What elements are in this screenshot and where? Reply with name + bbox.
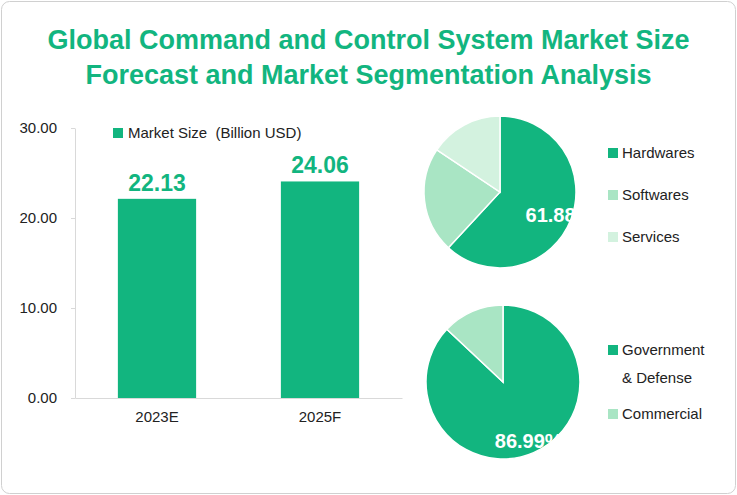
x-axis: 2023E 2025F bbox=[76, 399, 403, 425]
legend-swatch bbox=[113, 128, 123, 138]
legend-label: Softwares bbox=[622, 186, 689, 203]
legend-swatch bbox=[608, 148, 618, 158]
x-tick: 2025F bbox=[299, 408, 342, 425]
chart-title: Global Command and Control System Market… bbox=[47, 25, 689, 90]
x-tick: 2023E bbox=[135, 408, 178, 425]
y-axis: 0.00 10.00 20.00 30.00 bbox=[19, 119, 75, 406]
y-tick: 0.00 bbox=[28, 389, 75, 406]
pie-slice bbox=[447, 305, 503, 382]
pie-legend-2: Government & Defense Commercial bbox=[608, 341, 705, 422]
legend-line: Services bbox=[622, 228, 680, 245]
slice-label: 61.88% bbox=[526, 204, 594, 226]
y-axis-line bbox=[75, 129, 76, 399]
legend-swatch bbox=[608, 345, 618, 355]
legend-label: Services bbox=[622, 228, 680, 245]
y-tick: 20.00 bbox=[19, 209, 75, 226]
pie-2: 86.99% bbox=[426, 305, 580, 459]
y-tick-mark bbox=[71, 218, 75, 219]
x-axis-line bbox=[76, 398, 403, 399]
bar bbox=[118, 199, 196, 398]
title-line: Forecast and Market Segmentation Analysi… bbox=[85, 60, 651, 90]
y-tick-mark bbox=[71, 308, 75, 309]
y-tick-label: 30.00 bbox=[19, 119, 57, 136]
y-tick: 30.00 bbox=[19, 119, 75, 136]
y-tick-label: 0.00 bbox=[28, 389, 57, 406]
bars bbox=[118, 181, 359, 398]
y-tick-mark bbox=[71, 398, 75, 399]
legend-swatch bbox=[608, 190, 618, 200]
legend-label: Hardwares bbox=[622, 144, 695, 161]
title-line: Global Command and Control System Market… bbox=[47, 25, 689, 55]
legend-label: Market Size (Billion USD) bbox=[128, 124, 301, 141]
legend-swatch bbox=[608, 409, 618, 419]
legend-line: Hardwares bbox=[622, 144, 695, 161]
bar bbox=[281, 181, 359, 398]
y-tick: 10.00 bbox=[19, 299, 75, 316]
y-tick-label: 10.00 bbox=[19, 299, 57, 316]
data-label: 22.13 bbox=[128, 170, 186, 196]
legend: Market Size (Billion USD) bbox=[113, 124, 301, 141]
pie-legend-1: Hardwares Softwares Services bbox=[608, 144, 695, 245]
legend-line: & Defense bbox=[622, 369, 692, 386]
chart-root: Global Command and Control System Market… bbox=[0, 0, 737, 495]
frame bbox=[2, 2, 736, 494]
data-labels: 22.13 24.06 bbox=[128, 152, 349, 195]
pie-slice bbox=[437, 116, 500, 192]
legend-line: Government bbox=[622, 341, 705, 358]
data-label: 24.06 bbox=[291, 152, 349, 178]
x-tick-label: 2025F bbox=[299, 408, 342, 425]
legend-line: Commercial bbox=[622, 405, 702, 422]
x-tick-label: 2023E bbox=[135, 408, 178, 425]
legend-line: Softwares bbox=[622, 186, 689, 203]
pie-1: 61.88% bbox=[424, 116, 594, 268]
legend-label: Government & Defense bbox=[622, 341, 705, 386]
legend-label: Commercial bbox=[622, 405, 702, 422]
legend-swatch bbox=[608, 232, 618, 242]
pie-slice bbox=[426, 305, 580, 459]
slice-label: 86.99% bbox=[495, 430, 563, 452]
y-tick-mark bbox=[71, 128, 75, 129]
y-tick-label: 20.00 bbox=[19, 209, 57, 226]
